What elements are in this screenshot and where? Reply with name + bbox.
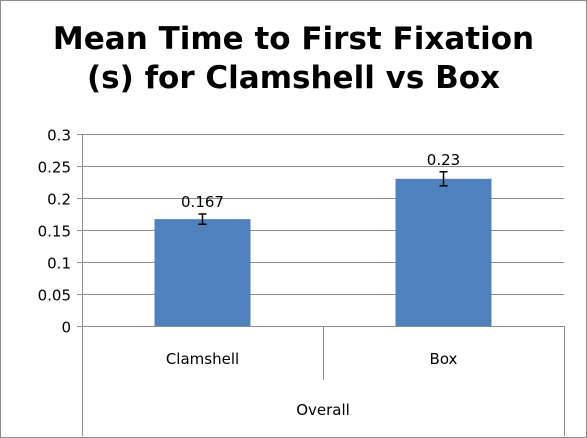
category-label: Box [430,350,458,368]
bar-box [395,178,492,326]
chart-title-line-1: Mean Time to First Fixation [52,21,535,57]
bar-clamshell [154,219,251,326]
y-tick-label: 0.25 [38,159,71,177]
group-label: Overall [296,401,350,419]
y-tick-label: 0.1 [47,255,71,273]
y-tick-label: 0.05 [38,287,71,305]
error-bars [198,171,448,225]
gridlines [82,134,564,295]
data-label: 0.23 [427,151,460,169]
y-tick-label: 0.15 [38,223,71,241]
y-tick-label: 0 [61,319,71,337]
bars [154,178,492,326]
y-tick-label: 0.3 [47,127,71,145]
chart-title-line-2: (s) for Clamshell vs Box [86,60,500,96]
data-label: 0.167 [181,193,224,211]
chart-title: Mean Time to First Fixation (s) for Clam… [0,20,587,98]
y-tick-label: 0.2 [47,191,71,209]
data-labels: 0.167 0.23 [181,151,460,211]
category-label: Clamshell [166,350,239,368]
y-tick-labels: 0 0.05 0.1 0.15 0.2 0.25 0.3 [38,127,71,337]
category-axis: Clamshell Box Overall [82,326,565,436]
